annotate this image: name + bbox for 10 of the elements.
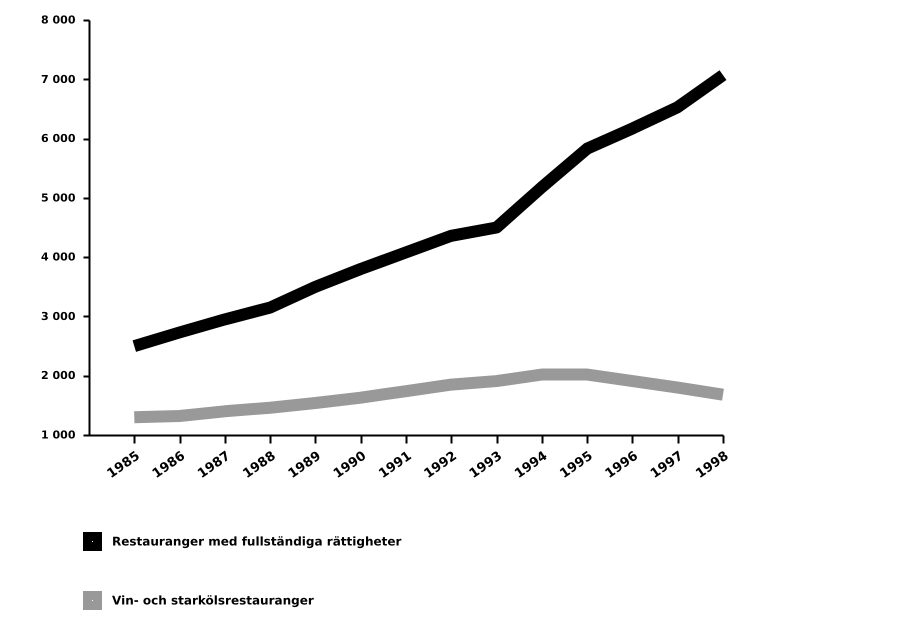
y-tick-label: 5 000	[41, 191, 76, 204]
legend-label: Restauranger med fullständiga rättigheter	[112, 534, 402, 548]
y-tick-label: 8 000	[41, 14, 76, 26]
y-tick-label: 2 000	[41, 369, 76, 382]
legend-label: Vin- och starkölsrestauranger	[112, 594, 314, 608]
y-tick-label: 4 000	[41, 250, 76, 264]
y-tick-label: 6 000	[41, 132, 76, 146]
y-tick-label: 1 000	[41, 428, 76, 442]
y-tick-label: 7 000	[41, 72, 76, 86]
y-tick-label: 3 000	[41, 310, 76, 323]
